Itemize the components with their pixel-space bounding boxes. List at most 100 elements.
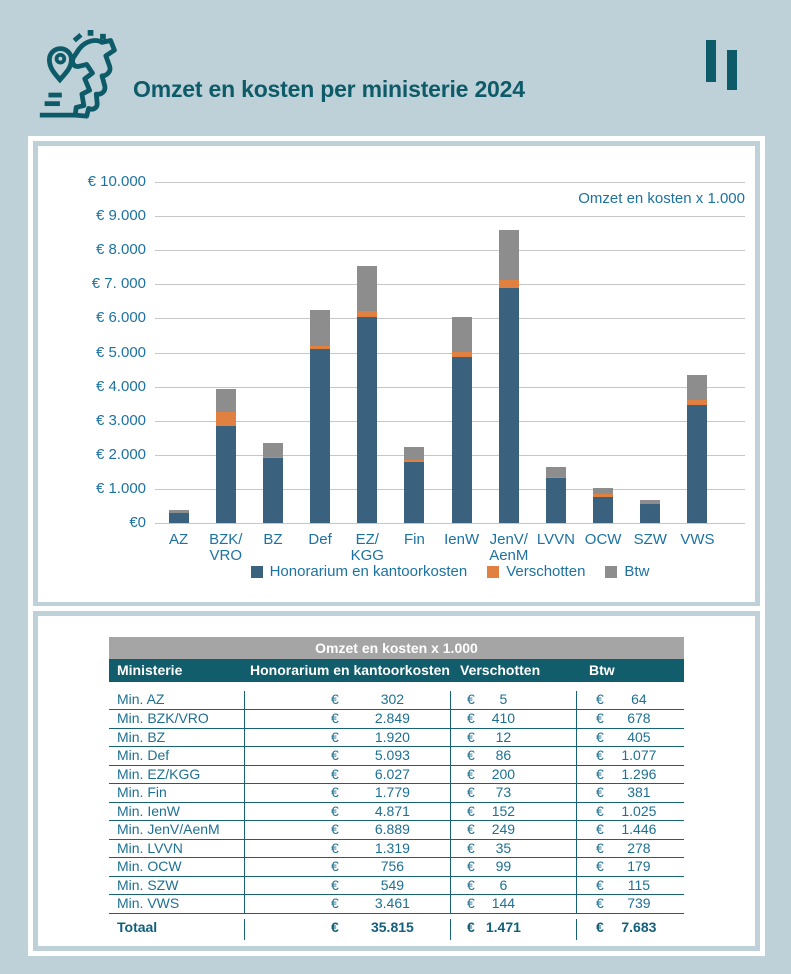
x-tick-line: Fin [404, 531, 425, 548]
chart-panel: € 10.000 € 9.000 € 8.000 € 7. 000 € 6.000 € 5… [38, 146, 755, 602]
currency-symbol: € [331, 784, 339, 800]
cell-c2: €1.319 [244, 839, 450, 857]
y-tick-label: €0 [129, 514, 146, 531]
bar-segment-verschotten [498, 279, 519, 289]
currency-symbol: € [467, 728, 475, 745]
cell-value: 5 [499, 691, 508, 707]
bar-segment-honorarium-en-kantoorkosten [168, 512, 189, 523]
x-tick-line: IenW [444, 531, 480, 548]
gridline [155, 284, 745, 286]
bar-slot [391, 446, 438, 523]
cell-c3: €99 [450, 858, 576, 876]
cell-ministerie: Min. Def [117, 747, 170, 763]
cell-value: 302 [380, 691, 405, 707]
cell-c2: €3.461 [244, 895, 450, 913]
netherlands-map-outline [70, 38, 117, 119]
location-pin-dot [54, 52, 67, 65]
currency-symbol: € [467, 765, 475, 782]
cell-c4: €381 [576, 784, 684, 802]
x-tick-line: SZW [633, 531, 667, 548]
bar-segment-verschotten [357, 310, 378, 318]
cell-value: 6.027 [374, 765, 410, 782]
top-dot-2 [100, 33, 106, 40]
bar-slot [155, 510, 202, 523]
bar-slot [674, 374, 721, 523]
legend-label: Honorarium en kantoorkosten [269, 563, 468, 580]
cell-c3: €152 [450, 802, 576, 820]
bar-segment-btw [168, 510, 189, 513]
bar-vws [687, 374, 708, 523]
table-row: Min. VWS €3.461 €144 €739 [109, 895, 684, 914]
cell-c2: €302 [244, 691, 450, 709]
cell-value: 73 [495, 784, 512, 800]
y-tick-label: € 8.000 [95, 241, 146, 259]
x-tick-label: AZ [155, 532, 202, 564]
bar-segment-btw [687, 374, 708, 401]
currency-symbol: € [596, 784, 604, 800]
cell-value: 115 [627, 876, 651, 893]
table-body: Min. AZ €302 €5 €64 Min. BZK/VRO €2.849 €410 €6… [109, 682, 684, 940]
cell-ministerie: Min. AZ [117, 691, 165, 707]
currency-symbol: € [596, 858, 604, 874]
x-tick-label: VWS [674, 532, 721, 564]
legend-label: Btw [624, 563, 650, 580]
gridline [155, 386, 745, 388]
cell-c4: €1.077 [576, 747, 684, 765]
currency-symbol: € [331, 728, 339, 745]
cell-ministerie: Min. SZW [117, 876, 179, 893]
x-tick-line: KGG [350, 547, 384, 564]
col-header-ministerie: Ministerie [117, 662, 183, 678]
table-row: Min. JenV/AenM €6.889 €249 €1.446 [109, 821, 684, 840]
table-row: Min. Def €5.093 €86 €1.077 [109, 747, 684, 766]
bar-segment-honorarium-en-kantoorkosten [545, 478, 566, 523]
bar-segment-honorarium-en-kantoorkosten [262, 457, 283, 523]
cell-value: 2.849 [374, 710, 410, 726]
currency-symbol: € [331, 802, 339, 819]
y-tick-label: € 2.000 [95, 445, 146, 463]
cell-value: 410 [491, 710, 516, 726]
x-tick-line: OCW [584, 531, 622, 548]
x-tick-line: EZ/ [355, 531, 379, 548]
bar-segment-btw [357, 266, 378, 311]
table-row: Min. SZW €549 €6 €115 [109, 876, 684, 895]
x-tick-label: IenW [438, 532, 485, 564]
cell-c2: €1.779 [244, 784, 450, 802]
pause-bar-left [706, 40, 716, 82]
cell-c2: €756 [244, 858, 450, 876]
bar-segment-verschotten [593, 493, 614, 498]
cell-value: 549 [380, 876, 405, 893]
cell-value: 756 [380, 858, 405, 874]
bar-segment-btw [640, 500, 661, 505]
currency-symbol: € [331, 895, 339, 911]
x-tick-line: BZ [263, 531, 283, 548]
bar-slot [297, 309, 344, 523]
bar-lvvn [545, 467, 566, 523]
cell-c2: €549 [244, 876, 450, 894]
bar-def [310, 309, 331, 523]
cell-ministerie: Min. OCW [117, 858, 182, 874]
cell-c2: €2.849 [244, 710, 450, 728]
bar-segment-verschotten [687, 400, 708, 405]
currency-symbol: € [596, 821, 604, 837]
gridline [155, 488, 745, 490]
cell-value: 3.461 [374, 895, 410, 911]
chart-legend: Honorarium en kantoorkosten Verschotten Bt… [155, 563, 745, 580]
currency-symbol: € [331, 747, 339, 763]
currency-symbol: € [596, 802, 604, 819]
currency-symbol: € [596, 728, 604, 745]
cell-ministerie: Min. EZ/KGG [117, 765, 201, 782]
cell-value: 1.920 [374, 728, 410, 745]
gridline [155, 318, 745, 320]
bar-szw [640, 500, 661, 523]
cell-ministerie: Min. Fin [117, 784, 167, 800]
x-tick-label: LVVN [532, 532, 579, 564]
currency-symbol: € [331, 821, 339, 837]
bar-fin [404, 446, 425, 523]
bar-row [155, 182, 721, 523]
y-tick-label: € 3.000 [95, 411, 146, 429]
currency-symbol: € [596, 710, 604, 726]
cell-ministerie: Min. IenW [117, 802, 181, 819]
bar-segment-btw [545, 467, 566, 477]
gridline [155, 352, 745, 354]
